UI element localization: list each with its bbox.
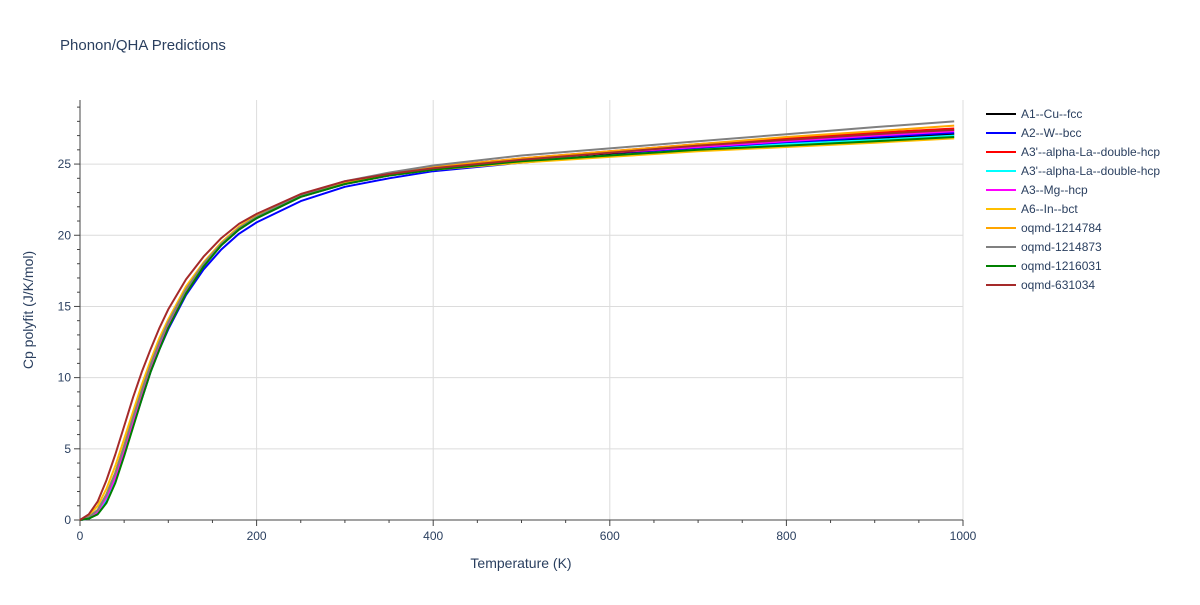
x-axis-title: Temperature (K) (470, 555, 571, 571)
legend-label: A3'--alpha-La--double-hcp (1021, 145, 1160, 159)
legend-label: oqmd-1214784 (1021, 221, 1102, 235)
legend-label: oqmd-1214873 (1021, 240, 1102, 254)
legend-item: oqmd-1214873 (986, 240, 1102, 254)
legend-label: oqmd-631034 (1021, 278, 1095, 292)
legend-item: A3'--alpha-La--double-hcp (986, 145, 1160, 159)
series-line-4 (79, 130, 955, 521)
y-tick-label: 5 (64, 442, 71, 456)
y-tick-label: 20 (58, 228, 72, 242)
series-line-7 (79, 120, 955, 521)
series-line-8 (79, 136, 955, 521)
series-line-0 (79, 133, 955, 521)
legend-item: A2--W--bcc (986, 126, 1081, 140)
series-line-2 (79, 127, 955, 521)
grid-layer (80, 100, 964, 520)
y-tick-label: 15 (58, 299, 72, 313)
legend-label: A1--Cu--fcc (1021, 107, 1082, 121)
legend-label: A3'--alpha-La--double-hcp (1021, 164, 1160, 178)
y-tick-label: 25 (58, 157, 72, 171)
legend-item: A3'--alpha-La--double-hcp (986, 164, 1160, 178)
plot-area (79, 120, 955, 521)
legend-item: A1--Cu--fcc (986, 107, 1082, 121)
series-line-3 (79, 134, 955, 521)
y-tick-label: 10 (58, 371, 72, 385)
legend-item: A6--In--bct (986, 202, 1078, 216)
legend-item: oqmd-1216031 (986, 259, 1102, 273)
legend-label: A3--Mg--hcp (1021, 183, 1088, 197)
series-line-9 (79, 128, 955, 521)
x-tick-label: 0 (77, 529, 84, 543)
legend-label: A2--W--bcc (1021, 126, 1081, 140)
x-tick-label: 600 (600, 529, 620, 543)
chart-title: Phonon/QHA Predictions (60, 37, 226, 54)
legend-item: oqmd-631034 (986, 278, 1095, 292)
legend-label: A6--In--bct (1021, 202, 1078, 216)
series-line-6 (79, 124, 955, 521)
x-tick-label: 1000 (950, 529, 977, 543)
x-tick-label: 200 (247, 529, 267, 543)
series-line-5 (79, 137, 955, 521)
legend-item: A3--Mg--hcp (986, 183, 1088, 197)
legend-item: oqmd-1214784 (986, 221, 1102, 235)
series-line-1 (79, 131, 955, 521)
legend: A1--Cu--fcc A2--W--bcc A3'--alpha-La--doub… (986, 107, 1160, 292)
legend-label: oqmd-1216031 (1021, 259, 1102, 273)
axes-layer: 0 200 400 600 800 1000 0 5 10 15 20 25 (58, 100, 977, 543)
x-tick-label: 400 (423, 529, 443, 543)
y-axis-title: Cp polyfit (J/K/mol) (20, 251, 36, 369)
x-tick-label: 800 (776, 529, 796, 543)
y-tick-label: 0 (64, 513, 71, 527)
